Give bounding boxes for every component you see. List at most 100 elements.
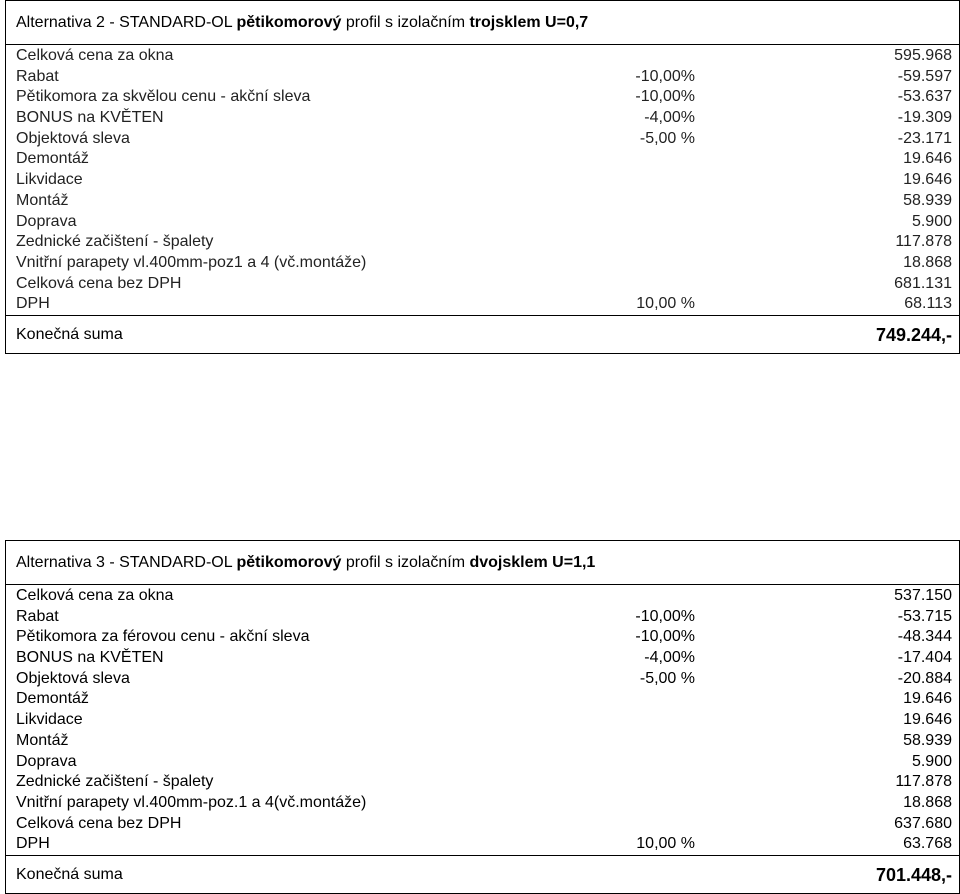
row-label: Montáž <box>16 731 69 749</box>
title-prefix: Alternativa 3 - STANDARD-OL <box>16 554 237 571</box>
price-row-total-windows: Celková cena za okna 537.150 <box>6 586 960 607</box>
price-row-bonus: BONUS na KVĚTEN -4,00% -17.404 <box>6 648 960 669</box>
row-label: Doprava <box>16 752 77 770</box>
price-row-vat: DPH 10,00 % 63.768 <box>6 834 960 856</box>
row-percent: -5,00 % <box>639 129 695 147</box>
row-label: Likvidace <box>16 171 83 189</box>
price-row-vat: DPH 10,00 % 68.113 <box>6 294 960 316</box>
title-bold-glazing: dvojsklem U=1,1 <box>469 554 596 571</box>
alternative-3-table: Alternativa 3 - STANDARD-OL pětikomorový… <box>5 540 960 894</box>
row-value: -23.171 <box>897 129 952 147</box>
row-label: DPH <box>16 295 50 313</box>
row-percent: -10,00% <box>635 67 695 85</box>
row-label: Pětikomora za férovou cenu - akční sleva <box>16 628 310 646</box>
row-percent: -10,00% <box>635 628 695 646</box>
price-row-demontaz: Demontáž 19.646 <box>6 689 960 710</box>
price-row-rabat: Rabat -10,00% -59.597 <box>6 67 960 88</box>
row-value: -53.637 <box>897 88 952 106</box>
final-sum-label: Konečná suma <box>16 865 123 883</box>
price-row-rabat: Rabat -10,00% -53.715 <box>6 607 960 628</box>
row-label: Likvidace <box>16 711 83 729</box>
row-label: Objektová sleva <box>16 669 130 687</box>
row-label: Rabat <box>16 607 59 625</box>
row-value: 5.900 <box>911 752 952 770</box>
row-label: Montáž <box>16 191 69 209</box>
price-row-parapety: Vnitřní parapety vl.400mm-poz1 a 4 (vč.m… <box>6 253 960 274</box>
row-value: 58.939 <box>903 191 952 209</box>
row-value: -48.344 <box>897 628 952 646</box>
row-value: 19.646 <box>903 711 952 729</box>
row-value: 18.868 <box>903 793 952 811</box>
row-value: 117.878 <box>895 233 952 251</box>
row-percent: 10,00 % <box>636 835 695 853</box>
row-label: Vnitřní parapety vl.400mm-poz1 a 4 (vč.m… <box>16 253 367 271</box>
row-value: 18.868 <box>903 253 952 271</box>
row-percent: 10,00 % <box>636 295 695 313</box>
price-row-doprava: Doprava 5.900 <box>6 212 960 233</box>
title-bold-profile: pětikomorový <box>236 14 342 31</box>
price-row-promo-discount: Pětikomora za skvělou cenu - akční sleva… <box>6 87 960 108</box>
row-percent: -10,00% <box>635 607 695 625</box>
row-label: Demontáž <box>16 150 89 168</box>
row-value: 68.113 <box>904 295 952 313</box>
final-sum-value: 701.448,- <box>875 864 952 885</box>
row-label: Celková cena za okna <box>16 47 174 64</box>
final-sum-row: Konečná suma 701.448,- <box>6 856 960 894</box>
price-row-parapety: Vnitřní parapety vl.400mm-poz.1 a 4(vč.m… <box>6 793 960 814</box>
row-value: 537.150 <box>894 587 952 604</box>
row-label: BONUS na KVĚTEN <box>16 649 164 667</box>
row-value: 117.878 <box>895 773 952 791</box>
price-row-total-windows: Celková cena za okna 595.968 <box>6 46 960 67</box>
price-row-likvidace: Likvidace 19.646 <box>6 170 960 191</box>
row-percent: -5,00 % <box>639 669 695 687</box>
row-label: Doprava <box>16 212 77 230</box>
alternative-2-table: Alternativa 2 - STANDARD-OL pětikomorový… <box>5 0 960 354</box>
row-value: 637.680 <box>894 814 952 832</box>
final-sum-label: Konečná suma <box>16 325 123 343</box>
row-percent: -10,00% <box>635 88 695 106</box>
price-row-zednicke: Zednické začištení - špalety 117.878 <box>6 232 960 253</box>
row-value: 681.131 <box>894 274 952 292</box>
row-label: DPH <box>16 835 50 853</box>
price-row-object-discount: Objektová sleva -5,00 % -23.171 <box>6 129 960 150</box>
price-row-promo-discount: Pětikomora za férovou cenu - akční sleva… <box>6 627 960 648</box>
row-value: 63.768 <box>903 835 952 853</box>
price-row-likvidace: Likvidace 19.646 <box>6 710 960 731</box>
row-value: 5.900 <box>911 212 952 230</box>
row-value: -59.597 <box>897 67 952 85</box>
row-label: Demontáž <box>16 690 89 708</box>
row-value: 19.646 <box>903 150 952 168</box>
row-label: Celková cena za okna <box>16 587 174 604</box>
title-bold-profile: pětikomorový <box>236 554 342 571</box>
row-label: Vnitřní parapety vl.400mm-poz.1 a 4(vč.m… <box>16 793 367 811</box>
row-label: Celková cena bez DPH <box>16 274 182 292</box>
title-bold-glazing: trojsklem U=0,7 <box>469 14 589 31</box>
row-label: Objektová sleva <box>16 129 130 147</box>
row-value: 19.646 <box>903 690 952 708</box>
row-value: -19.309 <box>897 109 952 127</box>
price-row-total-without-vat: Celková cena bez DPH 681.131 <box>6 274 960 295</box>
row-value: 58.939 <box>903 731 952 749</box>
row-label: BONUS na KVĚTEN <box>16 109 164 127</box>
final-sum-row: Konečná suma 749.244,- <box>6 316 960 354</box>
row-percent: -4,00% <box>644 109 695 127</box>
row-label: Zednické začištení - špalety <box>16 773 214 791</box>
row-value: 595.968 <box>894 47 952 64</box>
price-row-montaz: Montáž 58.939 <box>6 731 960 752</box>
row-label: Pětikomora za skvělou cenu - akční sleva <box>16 88 311 106</box>
title-prefix: Alternativa 2 - STANDARD-OL <box>16 14 237 31</box>
row-value: -17.404 <box>897 649 952 667</box>
price-row-montaz: Montáž 58.939 <box>6 191 960 212</box>
price-row-object-discount: Objektová sleva -5,00 % -20.884 <box>6 669 960 690</box>
price-row-total-without-vat: Celková cena bez DPH 637.680 <box>6 814 960 835</box>
price-row-zednicke: Zednické začištení - špalety 117.878 <box>6 772 960 793</box>
title-middle: profil s izolačním <box>341 14 470 31</box>
row-value: 19.646 <box>903 171 952 189</box>
price-row-doprava: Doprava 5.900 <box>6 752 960 773</box>
row-label: Rabat <box>16 67 59 85</box>
title-middle: profil s izolačním <box>341 554 470 571</box>
row-label: Celková cena bez DPH <box>16 814 182 832</box>
row-label: Zednické začištení - špalety <box>16 233 214 251</box>
price-row-bonus: BONUS na KVĚTEN -4,00% -19.309 <box>6 108 960 129</box>
final-sum-value: 749.244,- <box>875 324 952 345</box>
